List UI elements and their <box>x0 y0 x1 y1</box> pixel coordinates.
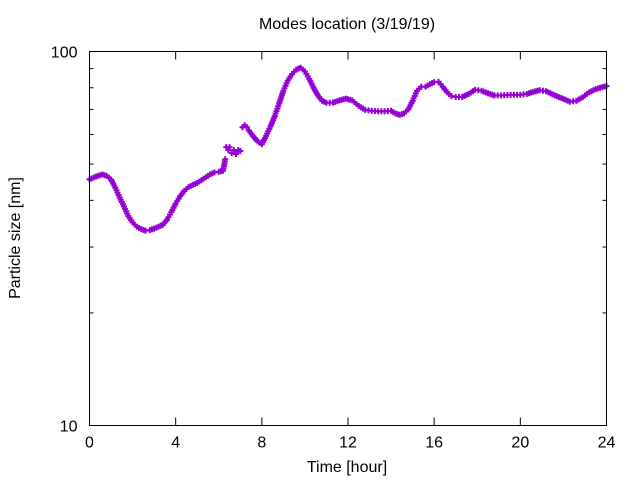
x-tick-label: 16 <box>425 435 443 452</box>
y-tick-label: 10 <box>60 419 78 436</box>
y-tick-label: 100 <box>51 45 78 62</box>
data-point <box>222 156 229 163</box>
data-point <box>243 124 250 131</box>
x-tick-label: 8 <box>257 435 266 452</box>
data-point <box>237 147 244 154</box>
x-tick-label: 0 <box>85 435 94 452</box>
x-tick-label: 24 <box>598 435 616 452</box>
y-axis-label: Particle size [nm] <box>7 177 24 299</box>
data-point <box>226 144 233 151</box>
data-point <box>232 151 239 158</box>
plot-area-frame <box>89 51 607 426</box>
x-axis-label: Time [hour] <box>307 459 387 476</box>
chart-title: Modes location (3/19/19) <box>259 16 435 33</box>
x-tick-label: 12 <box>339 435 357 452</box>
x-tick-label: 4 <box>171 435 180 452</box>
x-tick-label: 20 <box>511 435 529 452</box>
data-series <box>86 64 610 234</box>
x-axis-ticks: 0 4 8 12 16 20 24 <box>85 51 616 452</box>
